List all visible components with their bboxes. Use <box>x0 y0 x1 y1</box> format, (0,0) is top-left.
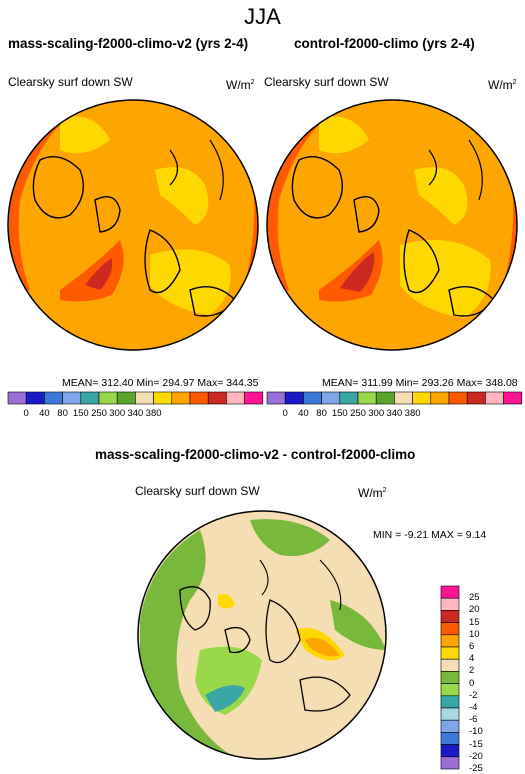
diff-colorbar-tick-label: 4 <box>469 653 475 665</box>
panel2-colorbar-swatch <box>284 391 304 405</box>
diff-colorbar-swatch <box>440 683 460 697</box>
diff-colorbar-tick-label: 2 <box>469 665 475 677</box>
diff-colorbar-tick-label: 10 <box>469 628 480 640</box>
diff-colorbar-swatch <box>440 732 460 745</box>
panel1-colorbar-swatch <box>244 391 264 405</box>
panel2-colorbar-swatch <box>448 391 468 405</box>
panel2-colorbar-tick-label: 0 <box>282 408 288 419</box>
panel1-map <box>8 100 258 350</box>
diff-colorbar-swatch <box>440 622 460 636</box>
panel2-colorbar-tick-label: 340 <box>386 408 403 419</box>
panel2-colorbar-swatch <box>412 391 432 405</box>
diff-colorbar-tick-label: -20 <box>469 750 483 762</box>
panel2-colorbar-swatch <box>485 391 504 405</box>
panel1-colorbar <box>7 391 264 405</box>
panel1-colorbar-swatch <box>80 391 100 405</box>
diff-stats: MIN = -9.21 MAX = 9.14 <box>373 529 487 541</box>
diff-title: mass-scaling-f2000-climo-v2 - control-f2… <box>95 447 416 462</box>
panel2-map-border <box>266 99 518 351</box>
panel2-colorbar-tick-label: 300 <box>368 408 385 419</box>
panel2-colorbar-swatch <box>321 391 341 405</box>
diff-colorbar-swatch <box>440 658 460 672</box>
panel2-colorbar-tick-label: 40 <box>298 408 309 419</box>
diff-colorbar-swatch <box>440 695 460 709</box>
panel2-colorbar-swatch <box>303 391 322 405</box>
diff-map <box>138 511 386 759</box>
panel2-colorbar <box>266 391 523 405</box>
panel1-title: mass-scaling-f2000-climo-v2 (yrs 2-4) <box>8 36 249 51</box>
diff-colorbar-tick-label: 20 <box>469 604 480 616</box>
diff-colorbar-swatch <box>440 610 460 623</box>
diff-colorbar-tick-label: 15 <box>469 616 480 628</box>
panel2-colorbar-tick-label: 250 <box>350 408 366 419</box>
diff-colorbar-tick-label: 25 <box>469 592 480 604</box>
panel1-colorbar-tick-label: 340 <box>127 408 144 419</box>
panel1-colorbar-swatch <box>7 391 27 405</box>
panel2-colorbar-swatch <box>430 391 450 405</box>
diff-colorbar-tick-label: 6 <box>469 641 475 652</box>
panel2-colorbar-tick-label: 150 <box>331 408 348 419</box>
panel1-colorbar-tick-label: 300 <box>109 408 126 419</box>
panel1-variable-label: Clearsky surf down SW <box>8 75 133 89</box>
diff-colorbar-swatch <box>440 719 460 733</box>
panel1-colorbar-swatch <box>98 391 118 405</box>
diff-colorbar-swatch <box>440 597 460 611</box>
panel2-colorbar-tick-label: 80 <box>316 408 327 419</box>
panel1-colorbar-swatch <box>226 391 245 405</box>
figure-suptitle: JJA <box>244 4 281 29</box>
panel1-colorbar-tick-label: 380 <box>145 408 162 419</box>
diff-colorbar-tick-label: -10 <box>469 726 483 738</box>
diff-colorbar-tick-label: -6 <box>469 714 478 726</box>
panel2-stats: MEAN= 311.99 Min= 293.26 Max= 348.08 <box>322 377 518 389</box>
panel2-colorbar-swatch <box>503 391 523 405</box>
panel1-colorbar-swatch <box>189 391 209 405</box>
diff-colorbar-tick-label: -2 <box>469 689 478 701</box>
panel1-colorbar-tick-label: 0 <box>23 408 29 419</box>
panel1-colorbar-swatch <box>25 391 45 405</box>
panel1-colorbar-swatch <box>44 391 63 405</box>
diff-map-border <box>137 510 387 760</box>
panel1-colorbar-swatch <box>207 391 227 405</box>
panel2-colorbar-swatch <box>394 391 413 405</box>
panel2-map <box>267 100 517 350</box>
diff-colorbar-swatch <box>440 585 460 599</box>
panel2-colorbar-swatch <box>266 391 286 405</box>
panel2-variable-label: Clearsky surf down SW <box>264 75 389 89</box>
panel1-colorbar-swatch <box>171 391 191 405</box>
panel2-colorbar-swatch <box>357 391 377 405</box>
diff-colorbar-tick-label: -25 <box>469 763 483 774</box>
panel2-colorbar-swatch <box>375 391 395 405</box>
diff-colorbar-swatch <box>440 671 460 684</box>
diff-colorbar-swatch <box>440 646 460 660</box>
diff-colorbar-swatch <box>440 756 460 770</box>
panel1-colorbar-swatch <box>62 391 82 405</box>
diff-colorbar <box>440 585 460 770</box>
panel1-stats: MEAN= 312.40 Min= 294.97 Max= 344.35 <box>62 377 259 389</box>
panel1-colorbar-swatch <box>116 391 136 405</box>
panel2-colorbar-swatch <box>339 391 359 405</box>
panel1-map-border <box>7 99 259 351</box>
panel1-units: W/m2 <box>226 78 255 92</box>
panel1-colorbar-tick-label: 150 <box>72 408 89 419</box>
panel1-colorbar-tick-label: 40 <box>39 408 50 419</box>
diff-variable-label: Clearsky surf down SW <box>135 484 260 498</box>
panel2-units: W/m2 <box>488 78 517 92</box>
panel1-colorbar-swatch <box>153 391 173 405</box>
panel2-title: control-f2000-climo (yrs 2-4) <box>294 36 475 51</box>
diff-colorbar-tick-label: -4 <box>469 702 478 713</box>
panel2-colorbar-swatch <box>466 391 486 405</box>
diff-colorbar-tick-label: 0 <box>469 677 475 689</box>
diff-colorbar-swatch <box>440 744 460 758</box>
panel1-colorbar-tick-label: 250 <box>91 408 107 419</box>
panel1-colorbar-tick-label: 80 <box>57 408 68 419</box>
diff-colorbar-swatch <box>440 707 460 721</box>
panel1-colorbar-swatch <box>135 391 154 405</box>
diff-colorbar-tick-label: -15 <box>469 738 483 750</box>
diff-units: W/m2 <box>358 486 387 500</box>
diff-colorbar-swatch <box>440 634 460 648</box>
panel2-colorbar-tick-label: 380 <box>404 408 421 419</box>
